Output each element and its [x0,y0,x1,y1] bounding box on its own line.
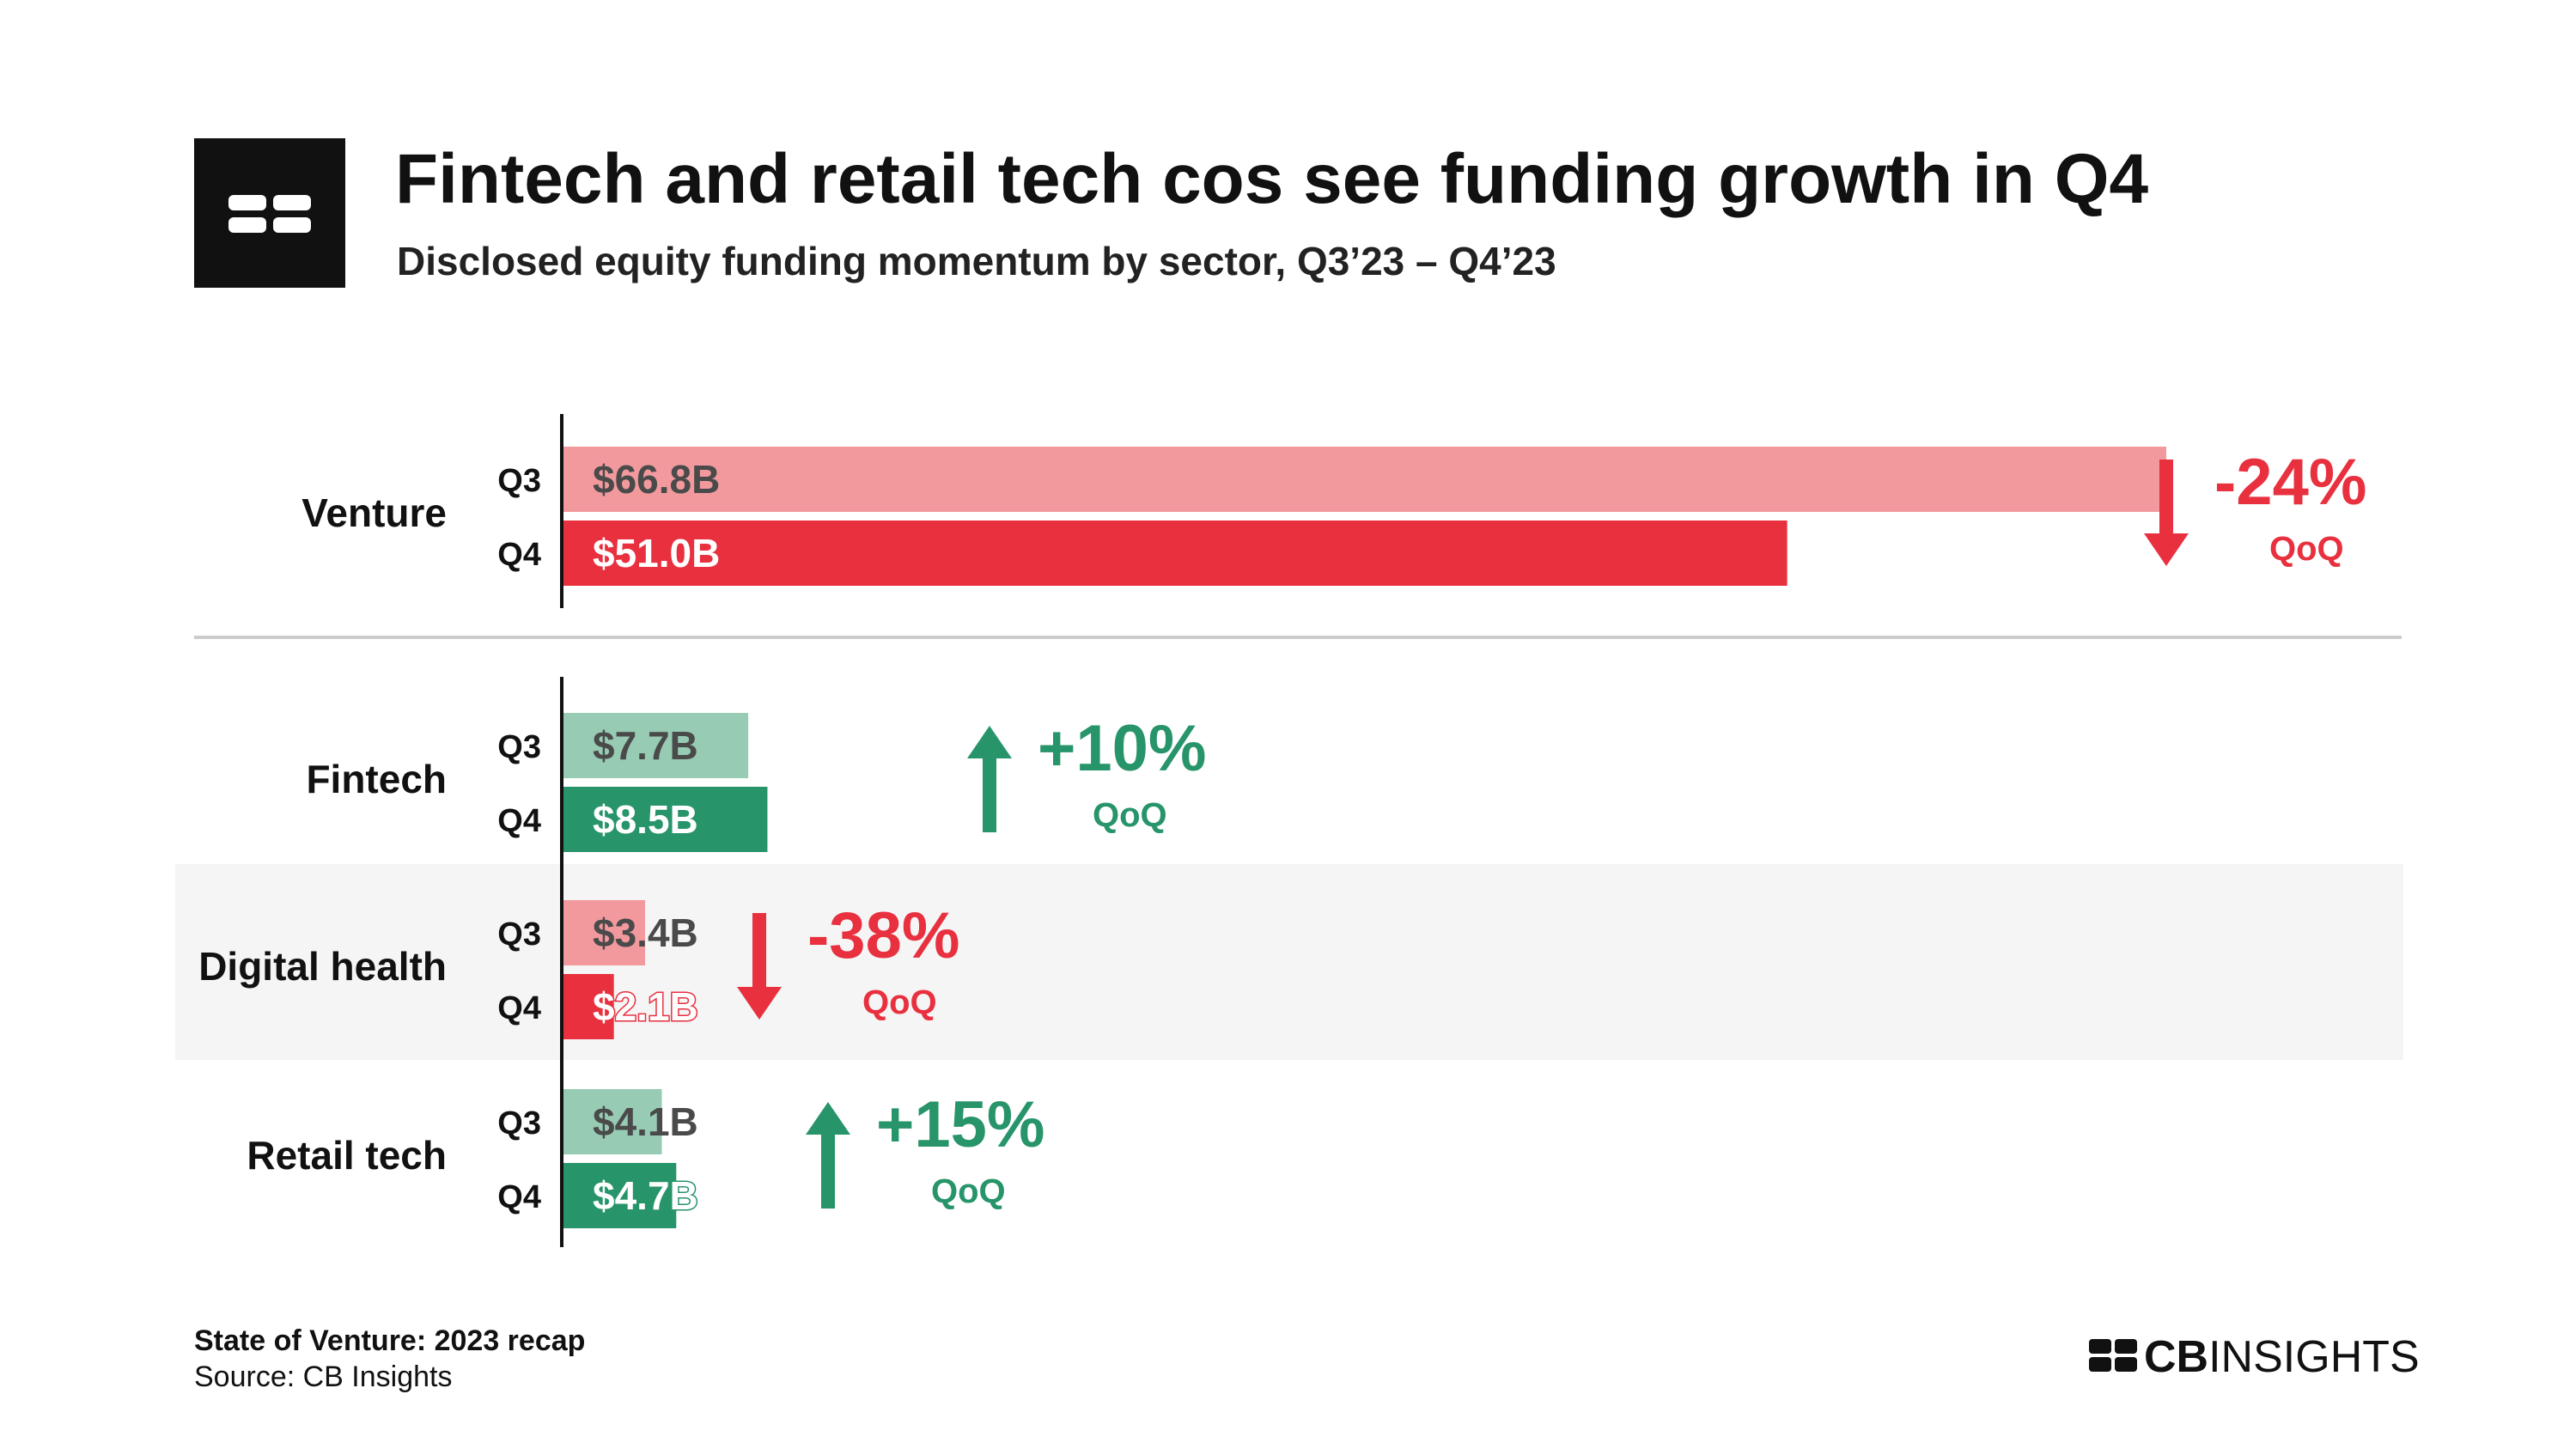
quarter-label-venture-q3: Q3 [497,463,541,499]
value-label-digital-health-q3: $3.4B [593,910,698,955]
value-label-retail-tech-q4: $4.7B [593,1173,698,1218]
category-label-fintech: Fintech [306,757,447,801]
bar-retail-tech-q4 [563,1163,677,1228]
bar-fintech-q4 [563,787,768,852]
svg-text:CBINSIGHTS: CBINSIGHTS [2144,1332,2420,1382]
change-unit-fintech: QoQ [1093,796,1167,834]
chart-title: Fintech and retail tech cos see funding … [395,140,2149,218]
arrow-up-icon-fintech [967,726,1012,758]
bar-digital-health-q4 [563,974,614,1039]
value-label-digital-health-q4: $2.1B [593,984,698,1029]
header-logo [194,138,345,288]
value-label-fintech-q4: $8.5B [593,797,698,842]
quarter-label-fintech-q3: Q3 [497,729,541,765]
arrow-down-icon-venture [2144,533,2189,566]
arrow-up-icon-shaft-fintech [983,755,996,832]
change-percent-retail-tech: +15% [876,1088,1045,1161]
value-label-retail-tech-q3: $4.1B [593,1099,698,1144]
arrow-down-icon-shaft-venture [2159,460,2173,537]
bar-venture-q3 [563,447,2166,512]
cb-insights-logo-icon [228,195,311,233]
change-unit-retail-tech: QoQ [931,1172,1006,1210]
bar-fintech-q3 [563,713,749,778]
digital-health-highlight-band [175,864,2403,1060]
bar-retail-tech-q3 [563,1089,662,1154]
category-label-venture: Venture [301,490,447,535]
category-label-retail-tech: Retail tech [247,1133,447,1178]
arrow-down-icon-digital-health [737,987,782,1020]
change-percent-fintech: +10% [1038,712,1207,785]
quarter-label-digital-health-q3: Q3 [497,916,541,953]
change-percent-venture: -24% [2214,446,2366,519]
value-label-venture-q3: $66.8B [593,457,720,502]
brand-name-bold: CB [2144,1332,2208,1382]
footer-report-name: State of Venture: 2023 recap [194,1324,585,1357]
bar-venture-q4 [563,521,1787,586]
cb-insights-brand: CBINSIGHTS [2089,1332,2420,1382]
quarter-label-fintech-q4: Q4 [497,803,541,839]
arrow-down-icon-shaft-digital-health [752,913,766,990]
arrow-up-icon-shaft-retail-tech [821,1131,835,1209]
footer-source: Source: CB Insights [194,1361,452,1393]
change-unit-digital-health: QoQ [862,983,937,1021]
value-label-venture-q4: $51.0B [593,531,720,575]
change-unit-venture: QoQ [2269,530,2344,568]
arrow-up-icon-retail-tech [806,1102,850,1135]
category-label-digital-health: Digital health [198,944,447,989]
change-percent-digital-health: -38% [807,899,959,972]
bars-layer: Venture Q3 $66.8B Q4 $51.0B -24% QoQ Fintech Q3 $… [198,446,2366,1228]
brand-name-light: INSIGHTS [2208,1332,2420,1382]
bar-digital-health-q3 [563,900,645,965]
cb-insights-logo-icon [2089,1339,2137,1372]
chart-subtitle: Disclosed equity funding momentum by sec… [397,239,1556,283]
quarter-label-venture-q4: Q4 [497,537,541,573]
quarter-label-retail-tech-q3: Q3 [497,1105,541,1142]
header-logo-background [194,138,345,288]
value-label-fintech-q3: $7.7B [593,723,698,768]
quarter-label-retail-tech-q4: Q4 [497,1179,541,1215]
quarter-label-digital-health-q4: Q4 [497,990,541,1026]
